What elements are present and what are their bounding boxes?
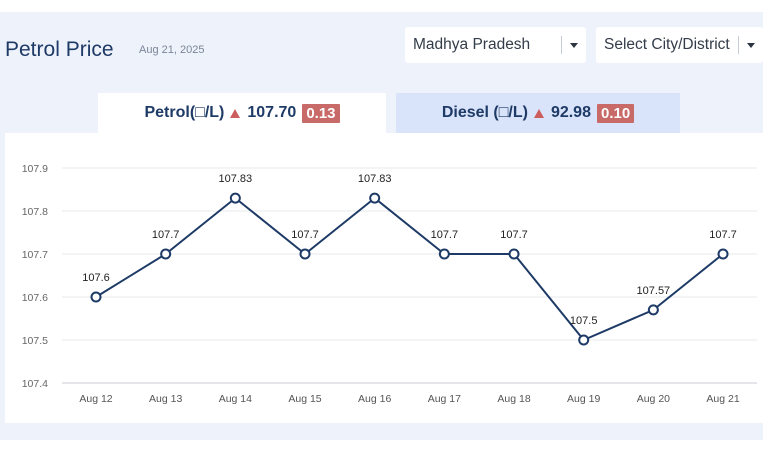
- x-tick-label: Aug 21: [706, 393, 739, 405]
- chevron-down-icon[interactable]: [562, 42, 586, 48]
- y-tick-label: 107.4: [22, 378, 48, 390]
- price-change-badge: 0.10: [596, 103, 635, 123]
- select-divider: [738, 36, 739, 54]
- data-point: [438, 248, 450, 260]
- x-tick-label: Aug 14: [219, 393, 252, 405]
- tab-diesel-label: Diesel (□/L): [441, 104, 528, 121]
- data-label: 107.7: [152, 229, 180, 241]
- x-tick-label: Aug 19: [567, 393, 600, 405]
- data-label: 107.7: [709, 229, 737, 241]
- x-tick-label: Aug 18: [497, 393, 530, 405]
- x-tick-label: Aug 13: [149, 393, 182, 405]
- data-label: 107.6: [82, 272, 110, 284]
- x-tick-label: Aug 17: [428, 393, 461, 405]
- y-tick-label: 107.5: [22, 335, 48, 347]
- data-point: [647, 304, 659, 316]
- x-tick-label: Aug 12: [79, 393, 112, 405]
- price-change-badge: 0.13: [302, 103, 340, 123]
- data-label: 107.7: [291, 229, 319, 241]
- tab-diesel-price: 92.98: [550, 104, 591, 121]
- data-point: [508, 248, 520, 260]
- data-point: [369, 192, 381, 204]
- chevron-down-icon[interactable]: [739, 42, 763, 48]
- data-label: 107.57: [637, 285, 671, 297]
- y-tick-label: 107.9: [22, 163, 48, 175]
- data-point: [229, 192, 241, 204]
- price-up-icon: [533, 108, 544, 118]
- tab-petrol-label: Petrol(□/L): [144, 104, 225, 121]
- page-title: Petrol Price: [5, 38, 114, 61]
- x-tick-label: Aug 16: [358, 393, 391, 405]
- price-series-line: [95, 197, 724, 341]
- x-tick-label: Aug 15: [288, 393, 321, 405]
- y-tick-label: 107.6: [22, 292, 48, 304]
- y-tick-label: 107.8: [22, 206, 48, 218]
- data-label: 107.83: [219, 173, 253, 185]
- select-divider: [561, 36, 562, 54]
- state-select[interactable]: Madhya Pradesh: [405, 27, 586, 63]
- price-chart-container: 107.4 107.5 107.6 107.7 107.8 107.9 Aug 12 Aug …: [5, 133, 763, 423]
- data-label: 107.7: [500, 229, 528, 241]
- price-line-chart: 107.4 107.5 107.6 107.7 107.8 107.9 Aug 12 Aug …: [22, 163, 757, 405]
- price-date: Aug 21, 2025: [139, 44, 205, 56]
- city-select[interactable]: Select City/District: [596, 27, 763, 63]
- data-point: [578, 334, 590, 346]
- data-label: 107.5: [570, 315, 598, 327]
- state-select-value: Madhya Pradesh: [413, 36, 531, 53]
- city-select-value: Select City/District: [604, 36, 730, 53]
- x-tick-label: Aug 20: [637, 393, 670, 405]
- tab-petrol-price: 107.70: [247, 104, 297, 121]
- y-tick-label: 107.7: [22, 249, 48, 261]
- data-label: 107.7: [431, 229, 459, 241]
- tab-diesel[interactable]: Diesel (□/L) 92.98 0.10: [396, 93, 680, 133]
- data-point: [90, 291, 102, 303]
- tab-petrol[interactable]: Petrol(□/L) 107.70 0.13: [98, 93, 386, 133]
- data-point: [717, 248, 729, 260]
- data-point: [299, 248, 311, 260]
- data-point: [160, 248, 172, 260]
- price-up-icon: [230, 108, 241, 118]
- data-label: 107.83: [358, 173, 392, 185]
